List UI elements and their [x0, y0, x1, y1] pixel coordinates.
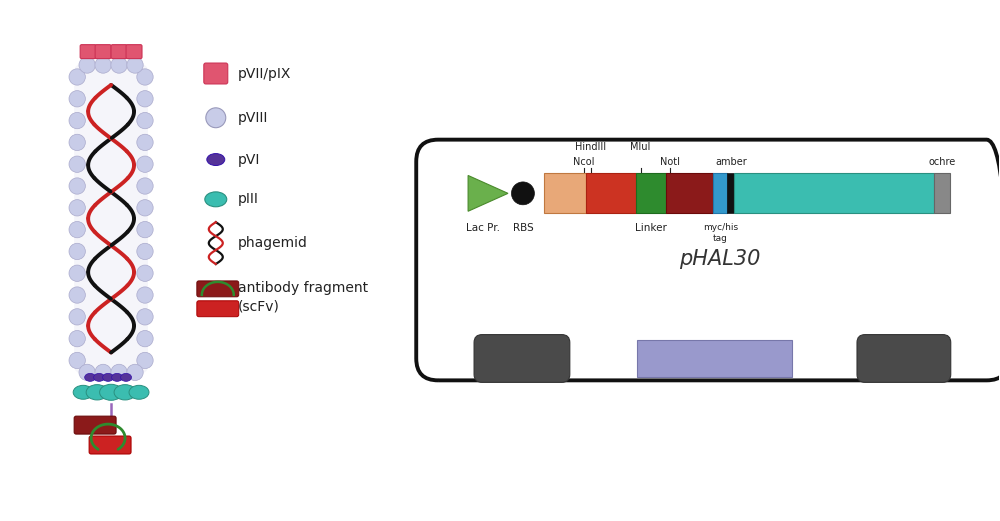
Circle shape: [111, 364, 127, 380]
Circle shape: [69, 178, 85, 194]
Circle shape: [206, 108, 226, 128]
Text: pVIII: pVIII: [238, 111, 268, 125]
Circle shape: [69, 243, 85, 259]
Text: MluI: MluI: [630, 142, 651, 152]
Ellipse shape: [121, 374, 132, 381]
Circle shape: [137, 178, 153, 194]
Text: myc/his
tag: myc/his tag: [703, 223, 738, 243]
Circle shape: [137, 200, 153, 216]
Text: ochre: ochre: [928, 156, 955, 167]
FancyBboxPatch shape: [95, 45, 111, 58]
Circle shape: [95, 364, 111, 380]
Text: RBS: RBS: [513, 223, 533, 233]
FancyBboxPatch shape: [197, 301, 239, 317]
Text: amber: amber: [715, 156, 747, 167]
Circle shape: [69, 309, 85, 325]
Ellipse shape: [73, 386, 93, 399]
Circle shape: [69, 221, 85, 238]
Circle shape: [79, 57, 95, 73]
Circle shape: [137, 243, 153, 259]
Text: antibody fragment
(scFv): antibody fragment (scFv): [238, 281, 368, 313]
Circle shape: [137, 134, 153, 151]
Text: Linker: Linker: [635, 223, 667, 233]
Bar: [727, 173, 734, 213]
Circle shape: [69, 156, 85, 172]
Text: NotI: NotI: [660, 156, 680, 167]
FancyBboxPatch shape: [637, 340, 792, 377]
Text: F1 IR: F1 IR: [886, 352, 922, 365]
Bar: [636, 173, 666, 213]
Circle shape: [69, 69, 85, 85]
Circle shape: [137, 265, 153, 281]
Bar: [713, 173, 727, 213]
Text: pVI: pVI: [238, 153, 260, 167]
FancyBboxPatch shape: [74, 416, 116, 434]
FancyBboxPatch shape: [474, 334, 570, 382]
Text: pVII/pIX: pVII/pIX: [238, 67, 291, 81]
Text: VL: VL: [680, 187, 699, 200]
Circle shape: [127, 364, 143, 380]
Circle shape: [69, 287, 85, 303]
FancyBboxPatch shape: [111, 45, 127, 58]
Circle shape: [95, 57, 111, 73]
FancyBboxPatch shape: [857, 334, 951, 382]
Ellipse shape: [100, 384, 123, 400]
Text: gIII: gIII: [821, 187, 847, 201]
Ellipse shape: [114, 384, 136, 400]
Circle shape: [69, 352, 85, 369]
Ellipse shape: [112, 374, 123, 381]
Text: colE1: colE1: [503, 352, 541, 365]
Text: bla: bla: [705, 352, 724, 365]
Circle shape: [137, 221, 153, 238]
Polygon shape: [468, 176, 508, 211]
Circle shape: [79, 364, 95, 380]
Ellipse shape: [207, 154, 225, 166]
Circle shape: [137, 69, 153, 85]
Circle shape: [69, 113, 85, 129]
FancyBboxPatch shape: [80, 45, 96, 58]
Circle shape: [69, 330, 85, 347]
Text: HindIII: HindIII: [575, 142, 606, 152]
Circle shape: [137, 352, 153, 369]
Circle shape: [511, 182, 534, 205]
Circle shape: [69, 200, 85, 216]
Ellipse shape: [85, 374, 96, 381]
Bar: [734, 173, 934, 213]
Ellipse shape: [129, 386, 149, 399]
Circle shape: [137, 287, 153, 303]
Ellipse shape: [94, 374, 105, 381]
FancyBboxPatch shape: [204, 63, 228, 84]
Circle shape: [137, 309, 153, 325]
Text: phagemid: phagemid: [238, 236, 308, 250]
Bar: [586, 173, 636, 213]
Text: pHAL30: pHAL30: [679, 249, 760, 269]
Circle shape: [137, 91, 153, 107]
Text: pIII: pIII: [238, 192, 259, 206]
Circle shape: [69, 134, 85, 151]
Ellipse shape: [103, 374, 114, 381]
FancyBboxPatch shape: [89, 436, 131, 454]
Bar: [544, 173, 586, 213]
Circle shape: [137, 156, 153, 172]
Ellipse shape: [86, 384, 108, 400]
Circle shape: [111, 57, 127, 73]
Bar: [934, 173, 950, 213]
Circle shape: [69, 265, 85, 281]
Text: Lac Pr.: Lac Pr.: [466, 223, 500, 233]
FancyBboxPatch shape: [197, 281, 239, 297]
Text: NcoI: NcoI: [573, 156, 595, 167]
FancyBboxPatch shape: [74, 64, 148, 374]
Text: VH: VH: [600, 187, 621, 200]
Circle shape: [137, 330, 153, 347]
Text: pelB: pelB: [552, 187, 578, 200]
FancyBboxPatch shape: [126, 45, 142, 58]
Circle shape: [137, 113, 153, 129]
Circle shape: [127, 57, 143, 73]
Ellipse shape: [205, 192, 227, 207]
Bar: [666, 173, 713, 213]
Circle shape: [69, 91, 85, 107]
